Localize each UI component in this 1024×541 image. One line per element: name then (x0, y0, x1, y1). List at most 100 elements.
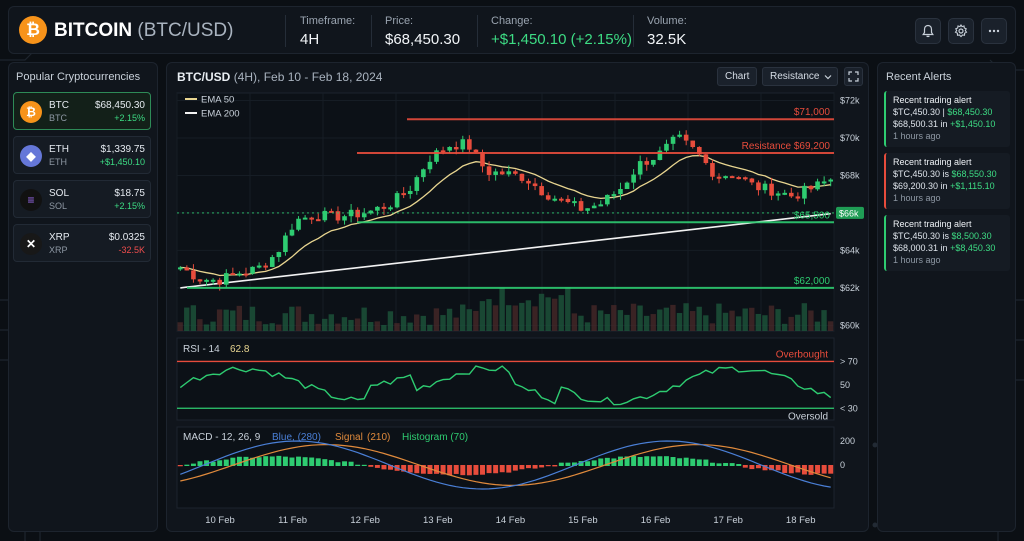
settings-button[interactable] (948, 18, 974, 44)
notifications-button[interactable] (915, 18, 941, 44)
indicator-select-value: Resistance (770, 71, 820, 82)
volume-bar (243, 319, 249, 331)
volume-bar (361, 307, 367, 331)
alert-line: $68,500.31 in +$1,450.10 (893, 119, 996, 129)
macd-histogram-bar (519, 465, 525, 470)
macd-histogram-bar (696, 459, 702, 466)
candle-body (559, 198, 564, 201)
candle-body (355, 209, 360, 218)
candle-body (427, 161, 433, 170)
macd-histogram-bar (683, 457, 689, 466)
coin-card-btc[interactable]: ₿ BTC BTC $68,450.30 +2.15% (13, 92, 151, 130)
fullscreen-button[interactable] (844, 67, 863, 86)
volume-bar (814, 321, 821, 331)
panel-title: Popular Cryptocurrencies (16, 71, 141, 83)
candle-body (591, 205, 597, 209)
date-tick-label: 10 Feb (205, 515, 235, 526)
chart-type-button[interactable]: Chart (717, 67, 758, 86)
candle-body (361, 213, 367, 218)
volume-bar (446, 308, 453, 331)
price-chart[interactable]: $72k $70k $68k $66k $64k $62k $60k $71,000 Resis… (167, 63, 870, 533)
more-button[interactable] (981, 18, 1007, 44)
candle-body (421, 169, 426, 178)
candle-body (276, 252, 282, 258)
alert-title: Recent trading alert (893, 95, 972, 105)
btc-logo-icon: ₿ (20, 101, 42, 123)
candle-body (401, 193, 406, 196)
candle-body (440, 150, 446, 153)
candle-body (664, 143, 669, 151)
alert-card[interactable]: Recent trading alert $TC,450.30 is $8,500… (884, 215, 1010, 271)
candle-body (697, 147, 702, 155)
ema200-legend-label: EMA 200 (201, 109, 240, 120)
candle-body (762, 183, 768, 191)
candle-body (407, 190, 413, 195)
candle-body (210, 279, 216, 282)
rsi-value: 62.8 (230, 344, 250, 355)
macd-histogram-bar (335, 462, 341, 466)
volume-bar (808, 310, 814, 331)
volume-bar (177, 322, 183, 331)
alert-line: $68,000.31 in +$8,450.30 (893, 243, 996, 253)
macd-histogram-bar (532, 465, 538, 469)
volume-bar (545, 297, 551, 331)
more-icon (988, 29, 1000, 33)
price-tick-label: $60k (840, 320, 860, 330)
candle-body (710, 163, 715, 177)
candle-body (289, 229, 295, 236)
volume-bar (453, 317, 459, 331)
date-tick-label: 18 Feb (786, 515, 816, 526)
candle-body (552, 198, 558, 201)
candle-body (388, 207, 393, 210)
alert-card[interactable]: Recent trading alert $TC,450.30 | $68,450… (884, 91, 1010, 147)
coin-card-sol[interactable]: ≡ SOL SOL $18.75 +2.15% (13, 180, 151, 218)
candle-body (828, 179, 834, 182)
macd-histogram-bar (243, 456, 249, 466)
macd-histogram-bar (539, 465, 545, 468)
volume-bar (578, 315, 584, 331)
bitcoin-logo-icon: ₿ (19, 16, 47, 44)
macd-histogram-bar (204, 460, 210, 466)
volume-bar (276, 324, 282, 331)
candle-body (237, 273, 242, 276)
coin-price: $18.75 (114, 188, 145, 199)
volume-bar (617, 310, 624, 331)
candle-body (453, 147, 459, 150)
macd-line (180, 440, 831, 490)
volume-bar (492, 305, 499, 331)
macd-histogram-bar (381, 465, 387, 470)
candle-body (394, 193, 400, 208)
alert-card[interactable]: Recent trading alert $TC,450.30 is $68,55… (884, 153, 1010, 209)
macd-histogram-bar (585, 461, 591, 466)
expand-icon (848, 71, 859, 82)
current-price-badge (836, 206, 864, 219)
coin-card-eth[interactable]: ◆ ETH ETH $1,339.75 +$1,450.10 (13, 136, 151, 174)
macd-histogram-bar (598, 458, 604, 466)
macd-histogram-bar (617, 456, 623, 466)
xrp-logo-icon: ✕ (20, 233, 42, 255)
date-tick-label: 17 Feb (713, 515, 743, 526)
macd-tick-label: 0 (840, 460, 845, 470)
volume-bar (466, 309, 472, 331)
rsi-tick-label: 50 (840, 380, 850, 390)
volume-bar (295, 306, 302, 331)
volume-bar (262, 324, 269, 331)
volume-bar (420, 315, 426, 331)
volume-bar (289, 306, 295, 331)
volume-bar (683, 303, 689, 331)
volume-bar (716, 303, 722, 331)
coin-card-xrp[interactable]: ✕ XRP XRP $0.0325 -32.5K (13, 224, 151, 262)
macd-histogram-bar (512, 465, 518, 471)
macd-histogram-bar (342, 461, 348, 466)
macd-tick-label: 200 (840, 436, 855, 446)
indicator-select[interactable]: Resistance (762, 67, 838, 86)
candle-body (506, 171, 512, 175)
macd-histogram-bar (197, 461, 203, 466)
macd-histogram-bar (775, 465, 781, 471)
macd-histogram-bar (565, 462, 571, 466)
macd-histogram-bar (650, 456, 656, 466)
coin-title: BITCOIN (BTC/USD) (54, 20, 233, 42)
candle-body (302, 217, 308, 220)
macd-histogram-bar (788, 465, 794, 474)
volume-bar (348, 319, 354, 331)
